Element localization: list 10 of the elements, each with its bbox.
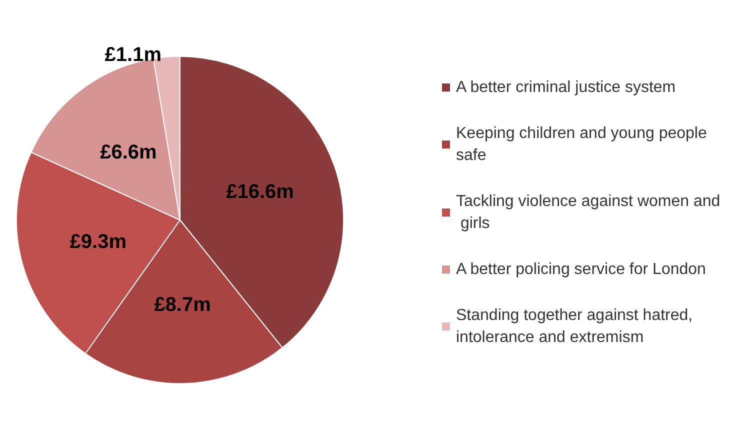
data-label: £16.6m	[226, 180, 294, 203]
legend-label: Keeping children and young people safe	[456, 125, 712, 164]
legend-label: A better policing service for London	[456, 261, 706, 278]
legend-label: Standing together against hatred, intolerance and extremism	[456, 307, 698, 346]
data-label: £9.3m	[70, 231, 126, 254]
legend-label: A better criminal justice system	[456, 79, 676, 96]
data-label: £6.6m	[100, 142, 157, 164]
data-label: £1.1m	[104, 44, 162, 66]
legend-label: Tackling violence against women and girls	[456, 193, 720, 232]
data-label: £8.7m	[154, 294, 211, 316]
